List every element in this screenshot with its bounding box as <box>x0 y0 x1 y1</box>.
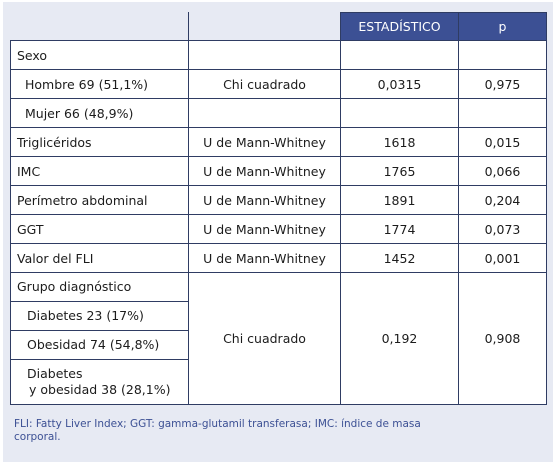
grupo-p: 0,908 <box>458 272 547 405</box>
grupo-stat: 0,192 <box>340 272 459 405</box>
row-p: 0,066 <box>458 156 547 186</box>
sexo-hombre: Hombre 69 (51,1%) <box>10 69 189 99</box>
row-label: Valor del FLI <box>10 243 189 273</box>
row-p: 0,073 <box>458 214 547 244</box>
header-p: p <box>458 12 547 41</box>
row-test: U de Mann-Whitney <box>188 243 341 273</box>
grupo-test: Chi cuadrado <box>188 272 341 405</box>
row-test: U de Mann-Whitney <box>188 214 341 244</box>
sexo-p: 0,975 <box>458 69 547 99</box>
row-label: Perímetro abdominal <box>10 185 189 215</box>
row-stat: 1452 <box>340 243 459 273</box>
grupo-obesidad: Obesidad 74 (54,8%) <box>11 331 188 360</box>
row-label: IMC <box>10 156 189 186</box>
sexo-label: Sexo <box>10 40 189 70</box>
row-stat: 1765 <box>340 156 459 186</box>
table-row: Sexo <box>10 40 547 70</box>
table-row: Hombre 69 (51,1%) Chi cuadrado 0,0315 0,… <box>10 69 547 99</box>
row-test: U de Mann-Whitney <box>188 127 341 157</box>
row-p: 0,015 <box>458 127 547 157</box>
header-estadistico: ESTADÍSTICO <box>340 12 459 41</box>
sexo-test: Chi cuadrado <box>188 69 341 99</box>
table-row: Triglicéridos U de Mann-Whitney 1618 0,0… <box>10 127 547 157</box>
row-label: GGT <box>10 214 189 244</box>
header-blank-cell <box>10 12 189 41</box>
row-test: U de Mann-Whitney <box>188 156 341 186</box>
row-stat: 1774 <box>340 214 459 244</box>
grupo-ambos-line1: Diabetes <box>27 366 83 381</box>
row-stat: 1891 <box>340 185 459 215</box>
row-test: U de Mann-Whitney <box>188 185 341 215</box>
table-row: GGT U de Mann-Whitney 1774 0,073 <box>10 214 547 244</box>
sexo-stat: 0,0315 <box>340 69 459 99</box>
row-p: 0,001 <box>458 243 547 273</box>
grupo-ambos: Diabetes y obesidad 38 (28,1%) <box>11 360 188 404</box>
grupo-diabetes: Diabetes 23 (17%) <box>11 302 188 331</box>
table-row: IMC U de Mann-Whitney 1765 0,066 <box>10 156 547 186</box>
sexo-mujer: Mujer 66 (48,9%) <box>10 98 189 128</box>
table-row-grupo: Grupo diagnóstico Diabetes 23 (17%) Obes… <box>10 272 547 405</box>
table-row: Valor del FLI U de Mann-Whitney 1452 0,0… <box>10 243 547 273</box>
table-row: Mujer 66 (48,9%) <box>10 98 547 128</box>
grupo-label: Grupo diagnóstico <box>11 273 188 302</box>
row-stat: 1618 <box>340 127 459 157</box>
row-label: Triglicéridos <box>10 127 189 157</box>
table-row: Perímetro abdominal U de Mann-Whitney 18… <box>10 185 547 215</box>
grupo-label-cell: Grupo diagnóstico Diabetes 23 (17%) Obes… <box>10 272 189 405</box>
footnote: FLI: Fatty Liver Index; GGT: gamma-gluta… <box>14 418 421 443</box>
row-p: 0,204 <box>458 185 547 215</box>
header-test-cell <box>188 12 341 41</box>
table-header-row: ESTADÍSTICO p <box>10 12 547 41</box>
grupo-ambos-line2: y obesidad 38 (28,1%) <box>29 382 171 397</box>
statistics-table: ESTADÍSTICO p Sexo Hombre 69 (51,1%) Chi… <box>10 12 547 405</box>
